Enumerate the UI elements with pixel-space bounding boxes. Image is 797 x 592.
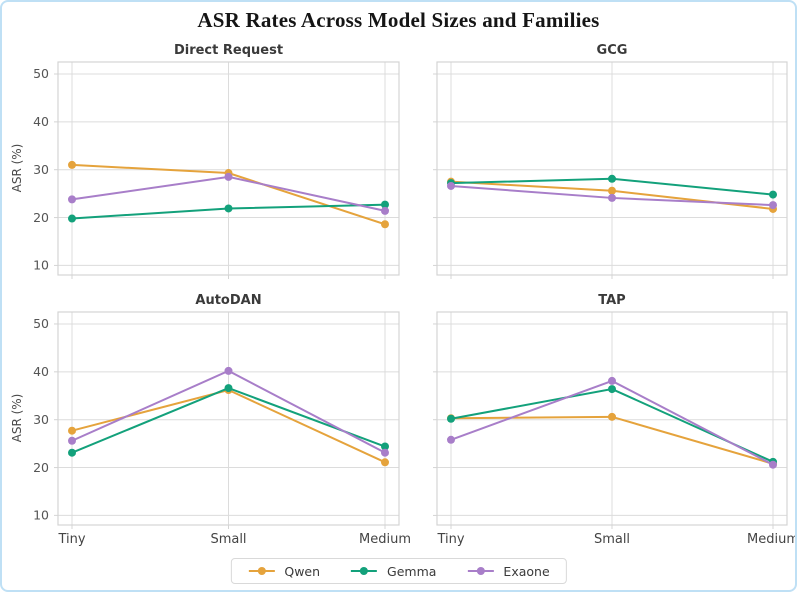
x-tick-label: Small [594, 532, 630, 547]
y-tick-label: 10 [33, 258, 49, 273]
y-tick-label: 30 [33, 412, 49, 427]
series-exaone [68, 366, 389, 457]
subplot-title-tap: TAP [598, 293, 626, 308]
legend-line-marker-icon [248, 567, 275, 575]
y-tick-label: 50 [33, 66, 49, 81]
axes-spines [436, 61, 788, 276]
series-exaone [68, 172, 389, 215]
data-point-marker [769, 190, 777, 199]
data-point-marker [224, 172, 233, 181]
legend-label: Exaone [503, 563, 550, 579]
y-tick-label: 20 [33, 210, 49, 225]
legend-line-marker-icon [351, 567, 378, 575]
series-exaone [447, 376, 777, 469]
data-point-marker [769, 460, 777, 469]
data-point-marker [381, 448, 389, 457]
series-gemma [68, 384, 389, 457]
subplot-autodan: 10 20 30 40 50 Tiny Small Medium [33, 311, 411, 547]
x-tick-label: Tiny [436, 532, 464, 547]
data-point-marker [447, 181, 455, 190]
data-point-marker [224, 384, 233, 393]
legend-item-gemma: Gemma [350, 564, 436, 579]
x-tick-label: Tiny [57, 532, 85, 547]
y-tick-label: 50 [33, 316, 49, 331]
axes-spines [57, 311, 400, 526]
legend: Qwen Gemma Exaone [230, 558, 567, 584]
data-point-marker [381, 442, 389, 451]
data-point-marker [68, 448, 76, 457]
data-point-marker [447, 435, 455, 444]
data-point-marker [608, 385, 616, 394]
subplot-title-direct-request: Direct Request [173, 43, 284, 58]
y-tick-label: 30 [33, 162, 49, 177]
subplot-direct-request: 10 20 30 40 50 [33, 61, 400, 279]
y-tick-label: 20 [33, 460, 49, 475]
legend-line-marker-icon [467, 567, 494, 575]
data-point-marker [381, 220, 389, 229]
legend-item-exaone: Exaone [466, 563, 550, 579]
x-tick-label: Medium [747, 532, 797, 547]
axes-spines [436, 311, 788, 526]
y-tick-label: 40 [33, 364, 49, 379]
figure-title: ASR Rates Across Model Sizes and Familie… [197, 8, 600, 32]
series-gemma [68, 200, 389, 223]
subplot-title-autodan: AutoDAN [195, 293, 262, 308]
subplot-gcg [433, 61, 788, 279]
data-point-marker [224, 366, 233, 375]
data-point-marker [68, 426, 76, 435]
axes-spines [57, 61, 400, 276]
data-point-marker [381, 206, 389, 215]
data-point-marker [608, 412, 616, 421]
data-point-marker [769, 201, 777, 210]
data-point-marker [68, 436, 76, 445]
data-point-marker [224, 204, 233, 213]
legend-label: Qwen [284, 563, 321, 579]
x-tick-label: Medium [359, 532, 411, 547]
data-point-marker [68, 160, 76, 169]
legend-label: Gemma [387, 563, 437, 579]
series-gemma [447, 174, 777, 199]
y-tick-label: 40 [33, 114, 49, 129]
data-point-marker [608, 186, 616, 195]
data-point-marker [608, 174, 616, 183]
data-point-marker [68, 195, 76, 204]
x-tick-label: Small [210, 532, 246, 547]
data-point-marker [608, 376, 616, 385]
subplot-tap: Tiny Small Medium [433, 311, 797, 547]
subplot-title-gcg: GCG [596, 43, 628, 58]
data-point-marker [447, 414, 455, 423]
data-point-marker [608, 193, 616, 202]
y-tick-label: 10 [33, 508, 49, 523]
series-exaone [447, 181, 777, 210]
data-point-marker [68, 214, 76, 223]
legend-item-qwen: Qwen [247, 564, 320, 579]
data-point-marker [381, 458, 389, 467]
data-point-marker [381, 200, 389, 209]
